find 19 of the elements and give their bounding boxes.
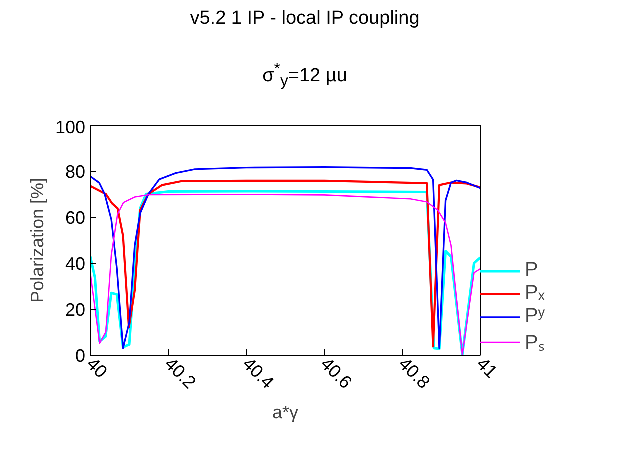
chart-title: v5.2 1 IP - local IP coupling: [190, 7, 420, 31]
legend-label: Pₓ: [525, 282, 546, 305]
y-tick-label: 80: [65, 162, 86, 182]
legend-label: P: [525, 259, 540, 282]
y-tick-label: 40: [65, 254, 86, 274]
legend-label: Pʸ: [525, 305, 546, 328]
y-axis-title: Polarization [%]: [27, 178, 48, 304]
chart-subtitle: σ$^{*}$$_{y}$=12 µu: [262, 60, 348, 92]
x-tick-label: 40.8: [395, 354, 434, 393]
y-tick-label: 60: [65, 208, 86, 228]
y-tick-label: 0: [75, 346, 86, 366]
x-tick-label: 40.6: [317, 354, 356, 393]
legend-label: Pₛ: [525, 331, 546, 355]
x-tick-label: 40.2: [161, 354, 200, 393]
x-axis-title: a*γ: [272, 402, 299, 422]
x-tick-label: 41: [473, 354, 502, 382]
y-tick-label: 20: [65, 300, 86, 320]
x-tick-label: 40.4: [239, 354, 278, 393]
y-tick-label: 100: [55, 118, 86, 138]
